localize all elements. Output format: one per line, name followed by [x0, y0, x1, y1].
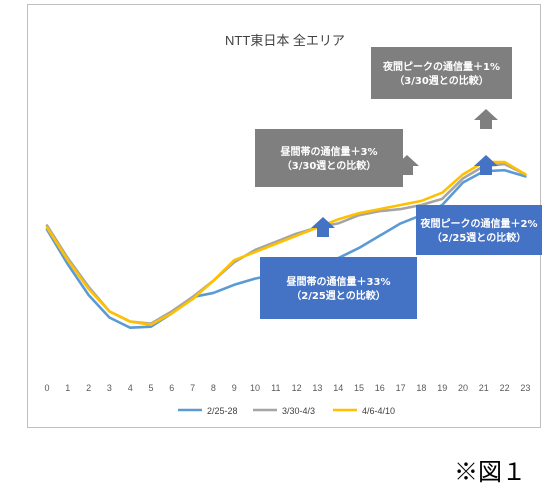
- up-arrow-icon: [311, 217, 335, 237]
- figure-label: ※図１: [454, 458, 526, 486]
- legend-label: 3/30-4/3: [282, 406, 315, 416]
- annotation-box: [255, 129, 403, 187]
- x-tick-label: 9: [232, 383, 237, 393]
- x-tick-label: 18: [416, 383, 426, 393]
- up-arrow-icon: [474, 109, 498, 129]
- x-tick-label: 3: [107, 383, 112, 393]
- x-tick-label: 22: [500, 383, 510, 393]
- x-tick-label: 1: [65, 383, 70, 393]
- annotation-text: 夜間ピークの通信量＋1%（3/30週との比較）: [382, 60, 500, 87]
- x-tick-label: 16: [375, 383, 385, 393]
- chart-frame: NTT東日本 全エリア 0 1 2 3 4 5 6 7 8 9 10 11 12 13 14 15 16 17 18 1…: [27, 4, 542, 428]
- legend-label: 2/25-28: [207, 406, 238, 416]
- annotation-text: 昼間帯の通信量＋33%（2/25週との比較）: [287, 275, 391, 302]
- x-tick-label: 10: [250, 383, 260, 393]
- x-tick-label: 14: [333, 383, 343, 393]
- x-tick-label: 15: [354, 383, 364, 393]
- x-tick-label: 8: [211, 383, 216, 393]
- x-tick-label: 2: [86, 383, 91, 393]
- x-tick-label: 7: [190, 383, 195, 393]
- annotation-box: [260, 257, 417, 319]
- x-tick-label: 0: [44, 383, 49, 393]
- x-tick-label: 23: [520, 383, 530, 393]
- annotation-text: 夜間ピークの通信量＋2%（2/25週との比較）: [420, 217, 538, 244]
- x-tick-label: 4: [128, 383, 133, 393]
- series-line-2: [45, 160, 527, 326]
- x-tick-label: 11: [271, 383, 280, 393]
- annotation-box: [416, 205, 542, 255]
- x-tick-label: 21: [479, 383, 489, 393]
- up-arrow-icon: [474, 155, 498, 175]
- x-tick-label: 17: [396, 383, 406, 393]
- up-arrow-icon: [395, 155, 419, 175]
- legend-label: 4/6-4/10: [362, 406, 395, 416]
- x-tick-label: 19: [437, 383, 447, 393]
- x-tick-label: 13: [312, 383, 322, 393]
- annotation-text: 昼間帯の通信量＋3%（3/30週との比較）: [281, 145, 378, 172]
- annotation-box: [371, 47, 512, 99]
- x-tick-label: 12: [292, 383, 302, 393]
- chart-title: NTT東日本 全エリア: [225, 33, 345, 48]
- x-tick-label: 6: [169, 383, 174, 393]
- x-tick-label: 5: [148, 383, 153, 393]
- x-tick-label: 20: [458, 383, 468, 393]
